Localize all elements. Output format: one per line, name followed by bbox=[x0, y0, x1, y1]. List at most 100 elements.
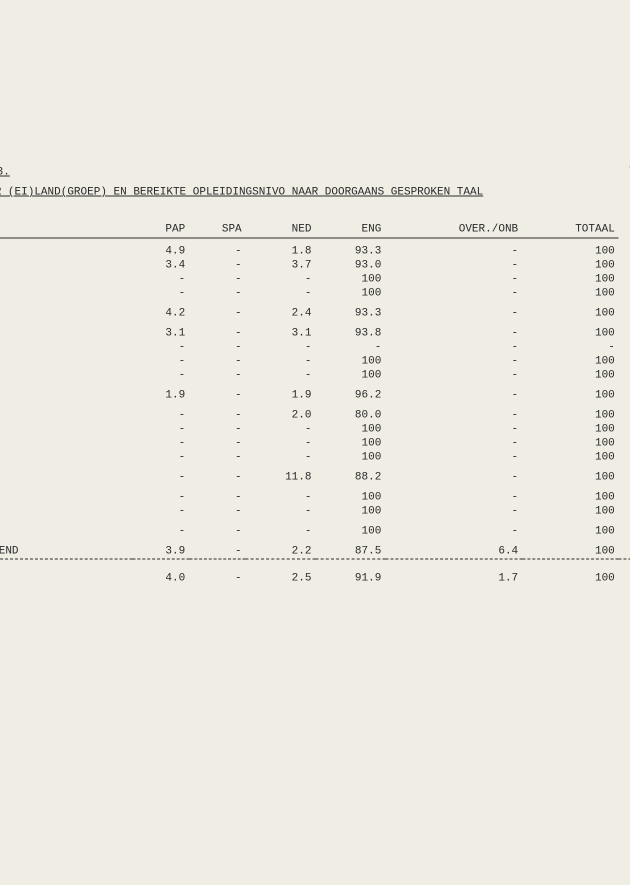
cell-n: ( 11) bbox=[618, 524, 630, 538]
cell-tot: 100 bbox=[522, 436, 619, 450]
cell-ovr: - bbox=[385, 490, 522, 504]
cell-pap: - bbox=[132, 408, 188, 422]
cell-pap: - bbox=[132, 524, 188, 538]
row-label: HBO - VOLT bbox=[0, 436, 132, 450]
table-row: LBO - ONV - - - 100 - 100 ( 5) bbox=[0, 272, 630, 286]
cell-tot: 100 bbox=[522, 504, 619, 518]
cell-eng: 93.0 bbox=[315, 258, 385, 272]
cell-tot: 100 bbox=[522, 544, 619, 559]
cell-ned: 1.9 bbox=[245, 388, 315, 402]
row-label: HAVO - VOLT bbox=[0, 422, 132, 436]
cell-ovr: - bbox=[385, 524, 522, 538]
cell-pap: - bbox=[132, 272, 188, 286]
cell-ovr: - bbox=[385, 504, 522, 518]
cell-ovr: - bbox=[385, 258, 522, 272]
row-label: WO - VOLT bbox=[0, 504, 132, 518]
cell-ovr: - bbox=[385, 286, 522, 300]
cell-tot: 100 bbox=[522, 388, 619, 402]
cell-tot: 100 bbox=[522, 422, 619, 436]
cell-n: (1341) bbox=[618, 571, 630, 585]
cell-eng: 87.5 bbox=[315, 544, 385, 559]
cell-n: ( 1) bbox=[618, 450, 630, 464]
cell-tot: 100 bbox=[522, 272, 619, 286]
cell-tot: 100 bbox=[522, 368, 619, 382]
table-row: HAVO - VOLT - - - 100 - 100 ( 2) bbox=[0, 422, 630, 436]
col-header-pap: PAP bbox=[132, 223, 188, 239]
cell-spa: - bbox=[189, 388, 245, 402]
cell-tot: 100 bbox=[522, 306, 619, 320]
cell-eng: 100 bbox=[315, 354, 385, 368]
table-row: (SUBTOTAAL) - - 11.8 88.2 - 100 ( 17) bbox=[0, 470, 630, 484]
cell-n: ( 10) bbox=[618, 408, 630, 422]
row-label: LBO - ONV bbox=[0, 272, 132, 286]
cell-eng: 100 bbox=[315, 436, 385, 450]
cell-tot: 100 bbox=[522, 408, 619, 422]
cell-ovr: - bbox=[385, 368, 522, 382]
cell-tot: 100 bbox=[522, 258, 619, 272]
row-label: LO - VOLT bbox=[0, 258, 132, 272]
cell-tot: 100 bbox=[522, 244, 619, 258]
cell-n: ( 32) bbox=[618, 326, 630, 340]
cell-eng: 100 bbox=[315, 286, 385, 300]
cell-pap: - bbox=[132, 422, 188, 436]
cell-spa: - bbox=[189, 436, 245, 450]
cell-tot: 100 bbox=[522, 490, 619, 504]
row-label: LBO - VOLT bbox=[0, 326, 132, 340]
table-row: OVERIG/ONBEKEND 3.9 - 2.2 87.5 6.4 100 (… bbox=[0, 544, 630, 559]
cell-ovr: - bbox=[385, 450, 522, 464]
cell-ned: - bbox=[245, 450, 315, 464]
cell-spa: - bbox=[189, 244, 245, 258]
col-header-spa: SPA bbox=[189, 223, 245, 239]
cell-eng: 88.2 bbox=[315, 470, 385, 484]
cell-spa: - bbox=[189, 258, 245, 272]
cell-pap: 3.1 bbox=[132, 326, 188, 340]
cell-pap: 4.9 bbox=[132, 244, 188, 258]
cell-pap: 1.9 bbox=[132, 388, 188, 402]
cell-ned: 2.0 bbox=[245, 408, 315, 422]
cell-ned: 3.7 bbox=[245, 258, 315, 272]
cell-spa: - bbox=[189, 422, 245, 436]
cell-ovr: 6.4 bbox=[385, 544, 522, 559]
cell-ovr: - bbox=[385, 436, 522, 450]
cell-spa: - bbox=[189, 450, 245, 464]
row-label: MIVO - ONV bbox=[0, 340, 132, 354]
table-label: TABEL 3.3. bbox=[0, 167, 9, 179]
cell-pap: - bbox=[132, 286, 188, 300]
cell-eng: 100 bbox=[315, 504, 385, 518]
cell-ned: 2.2 bbox=[245, 544, 315, 559]
col-header-opl-b: OPL.NIVO bbox=[0, 223, 132, 239]
cell-spa: - bbox=[189, 571, 245, 585]
table-row: WO - ONV - - - 100 - 100 ( 1) bbox=[0, 450, 630, 464]
cell-spa: - bbox=[189, 306, 245, 320]
cell-spa: - bbox=[189, 524, 245, 538]
cell-eng: 93.3 bbox=[315, 306, 385, 320]
row-label: WO - ONV bbox=[0, 450, 132, 464]
subtitle: BEVOLKING PER (EI)LAND(GROEP) EN BEREIKT… bbox=[0, 187, 630, 199]
cell-ned: 2.5 bbox=[245, 571, 315, 585]
cell-n: ( 4) bbox=[618, 436, 630, 450]
table-row: WO - VOLT - - - 100 - 100 ( 1) bbox=[0, 504, 630, 518]
cell-eng: 93.8 bbox=[315, 326, 385, 340]
cell-ovr: - bbox=[385, 354, 522, 368]
cell-eng: 93.3 bbox=[315, 244, 385, 258]
table-row: TOTAAL 4.0 - 2.5 91.9 1.7 100 (1341) bbox=[0, 571, 630, 585]
cell-eng: 100 bbox=[315, 422, 385, 436]
cell-pap: - bbox=[132, 450, 188, 464]
cell-pap: 3.9 bbox=[132, 544, 188, 559]
table-row: LO - VOLT 3.4 - 3.7 93.0 - 100 ( 327) bbox=[0, 258, 630, 272]
cell-ovr: - bbox=[385, 244, 522, 258]
cell-ned: 1.8 bbox=[245, 244, 315, 258]
cell-n: ( 21) bbox=[618, 368, 630, 382]
cell-tot: - bbox=[522, 340, 619, 354]
cell-n: ( 10) bbox=[618, 490, 630, 504]
cell-eng: - bbox=[315, 340, 385, 354]
cell-ned: - bbox=[245, 354, 315, 368]
row-label: HBO - VOLT bbox=[0, 490, 132, 504]
cell-ovr: - bbox=[385, 422, 522, 436]
cell-ned: 2.4 bbox=[245, 306, 315, 320]
cell-ovr: - bbox=[385, 340, 522, 354]
cell-n: ( 17) bbox=[618, 470, 630, 484]
cell-spa: - bbox=[189, 368, 245, 382]
cell-tot: 100 bbox=[522, 524, 619, 538]
table-row: MAVO - ONV - - - 100 - 100 ( 11) bbox=[0, 286, 630, 300]
